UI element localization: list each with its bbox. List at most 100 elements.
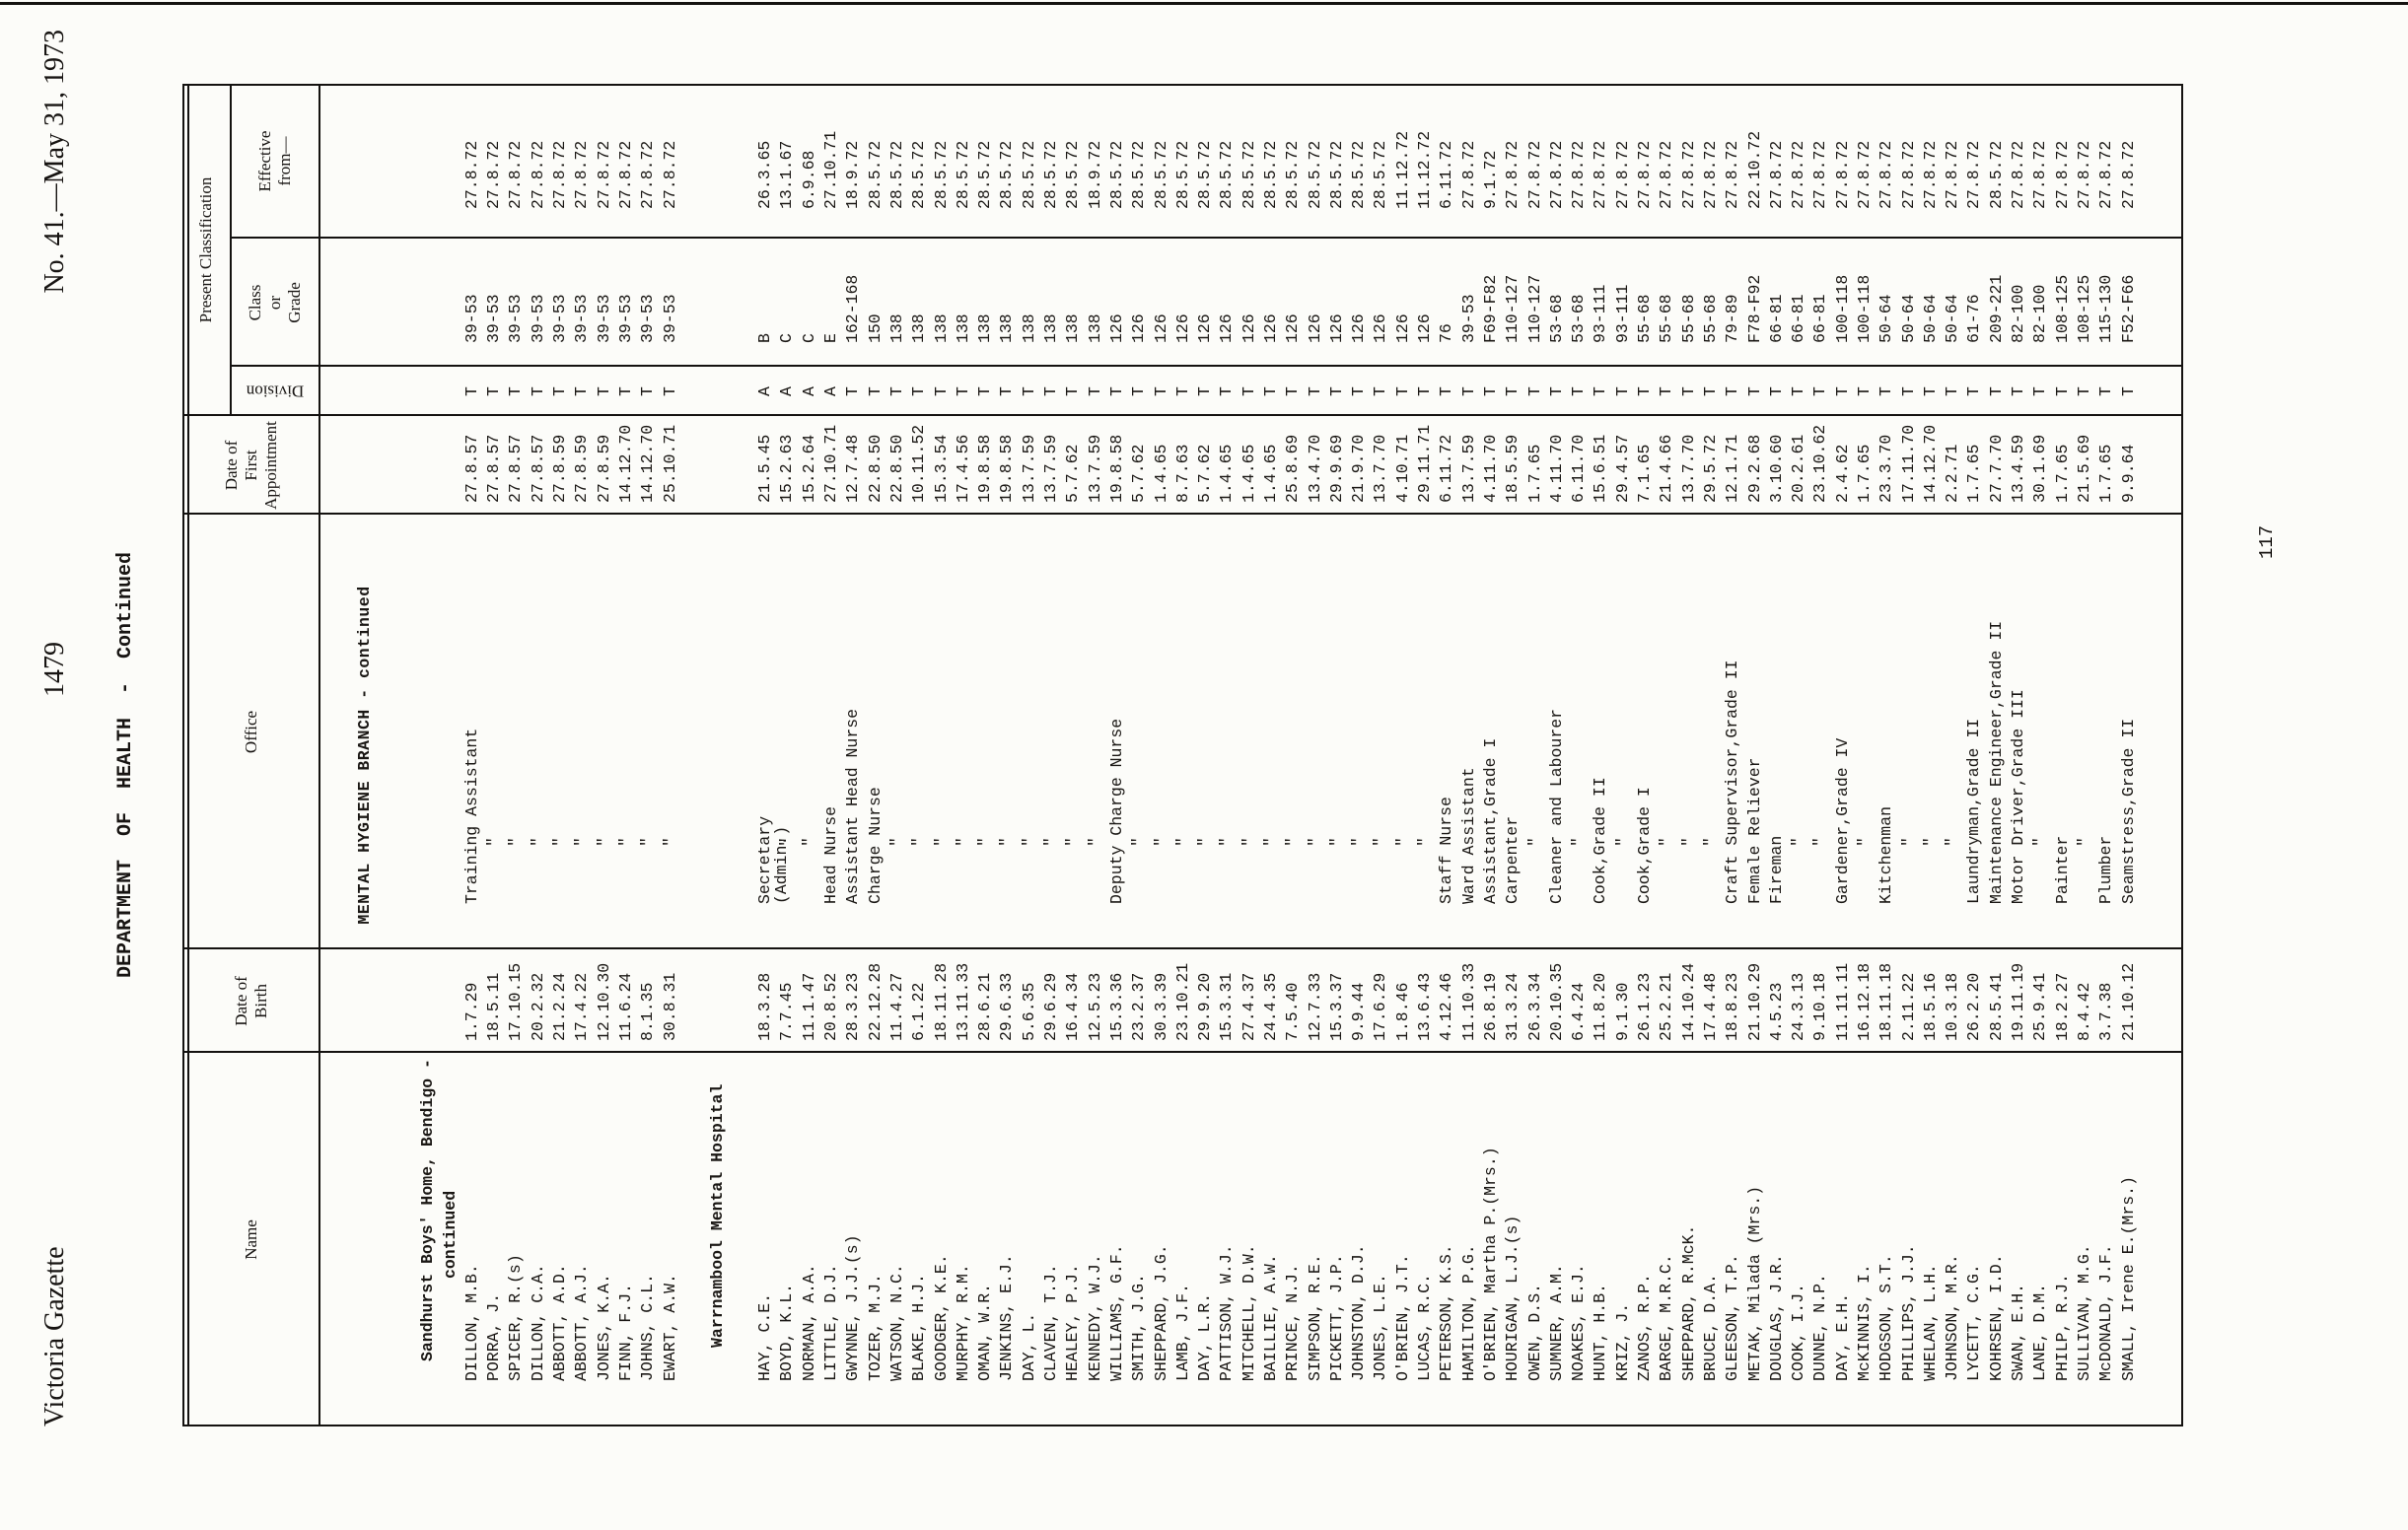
staff-row: BAILLIE, A.W. 24.4.35 " 1.4.65 T 126 28.5.72 [1260, 84, 1282, 1426]
cell-division: T [594, 386, 613, 396]
staff-row: McKINNIS, I. 16.12.18 " 1.7.65 T 100-118 27.8.… [1854, 84, 1876, 1426]
cell-name: JOHNSTON, D.J. [1349, 1244, 1369, 1381]
cell-date-of-birth: 9.9.44 [1349, 982, 1369, 1041]
header-name: Name [242, 1219, 260, 1260]
cell-first-appointment: 5.7.62 [1129, 444, 1149, 503]
staff-row: KRIZ, J. 9.1.30 " 29.4.57 T 93-111 27.8.72 [1612, 84, 1634, 1426]
cell-name: OMAN, W.R. [975, 1283, 995, 1381]
cell-effective-from: 28.5.72 [1195, 140, 1215, 209]
cell-name: DAY, L. [1019, 1312, 1038, 1381]
cell-first-appointment: 14.12.70 [615, 424, 635, 503]
cell-office: Laundryman,Grade II [1964, 718, 1984, 904]
cell-first-appointment: 12.7.48 [843, 434, 863, 503]
header-present-classification: Present Classification [196, 176, 215, 323]
cell-name: NORMAN, A.A. [799, 1264, 818, 1381]
cell-first-appointment: 15.3.54 [931, 434, 951, 503]
cell-name: SULLIVAN, M.G. [2074, 1244, 2093, 1381]
header-division: Division [246, 382, 305, 401]
cell-effective-from: 27.8.72 [1964, 140, 1984, 209]
cell-first-appointment: 1.7.65 [1855, 444, 1874, 503]
cell-effective-from: 11.12.72 [1392, 130, 1412, 209]
cell-first-appointment: 27.8.57 [484, 434, 504, 503]
cell-name: DUNNE, N.P. [1810, 1274, 1830, 1381]
cell-name: JONES, K.A. [594, 1274, 613, 1381]
staff-row: WILLIAMS, G.F. 15.3.36 Deputy Charge Nurse… [1106, 84, 1128, 1426]
staff-row: SULLIVAN, M.G. 8.4.42 " 21.5.69 T 108-125 27.8… [2074, 84, 2095, 1426]
staff-row: GWYNNE, J.J.(s) 28.3.23 Assistant Head Nur… [842, 84, 864, 1426]
cell-division: T [506, 386, 526, 396]
cell-first-appointment: 13.7.70 [1371, 434, 1390, 503]
cell-name: SIMPSON, R.E. [1305, 1254, 1324, 1381]
table-rows-area: MENTAL HYGIENE BRANCH - continued Sandhu… [320, 84, 2140, 1426]
cell-effective-from: 28.5.72 [1349, 140, 1369, 209]
cell-effective-from: 27.8.72 [572, 140, 592, 209]
cell-name: BRUCE, D.A. [1700, 1274, 1720, 1381]
cell-division: T [1041, 386, 1061, 396]
staff-row: JONES, K.A. 12.10.30 " 27.8.59 T 39-53 27.8.72 [594, 84, 615, 1426]
cell-date-of-birth: 11.1.47 [799, 972, 818, 1041]
cell-first-appointment: 13.4.70 [1305, 434, 1324, 503]
cell-date-of-birth: 17.10.15 [506, 962, 526, 1041]
cell-effective-from: 28.5.72 [1106, 140, 1126, 209]
page-title: DEPARTMENT OF HEALTH - Continued [114, 551, 137, 979]
masthead-page-number: 1479 [39, 642, 70, 697]
cell-name: PHILP, R.J. [2052, 1274, 2072, 1381]
cell-date-of-birth: 5.6.35 [1019, 982, 1038, 1041]
cell-division: T [2009, 386, 2028, 396]
cell-effective-from: 28.5.72 [909, 140, 929, 209]
cell-first-appointment: 4.11.70 [1480, 434, 1500, 503]
cell-effective-from: 28.5.72 [1986, 140, 2006, 209]
staff-row: SIMPSON, R.E. 12.7.33 " 13.4.70 T 126 28.5.72 [1305, 84, 1326, 1426]
cell-effective-from: 27.8.72 [594, 140, 613, 209]
cell-division: T [1085, 386, 1104, 396]
cell-name: BLAKE, H.J. [909, 1274, 929, 1381]
staff-row: JONES, L.E. 17.6.29 " 13.7.70 T 126 28.5.72 [1370, 84, 1391, 1426]
cell-name: SHEPPARD, J.G. [1151, 1244, 1170, 1381]
cell-office: Gardener,Grade IV [1832, 737, 1852, 904]
cell-effective-from: 27.8.72 [484, 140, 504, 209]
cell-first-appointment: 2.2.71 [1943, 444, 1962, 503]
staff-row: HAMILTON, P.G. 11.10.33 Ward Assistant 13.7… [1458, 84, 1480, 1426]
cell-date-of-birth: 8.4.42 [2074, 982, 2093, 1041]
staff-row: ABBOTT, A.D. 21.2.24 " 27.8.59 T 39-53 27.8.72 [549, 84, 571, 1426]
staff-row: LYCETT, C.G. 26.2.20 Laundryman,Grade II 1.… [1963, 84, 1985, 1426]
cell-division: T [1744, 386, 1764, 396]
cell-name: METAK, Milada (Mrs.) [1744, 1185, 1764, 1381]
cell-effective-from: 9.1.72 [1480, 150, 1500, 209]
table-header: Name Date of Birth Office Date of First … [182, 84, 320, 1426]
cell-name: LITTLE, D.J. [821, 1264, 841, 1381]
cell-effective-from: 27.8.72 [1810, 140, 1830, 209]
cell-division: T [1855, 386, 1874, 396]
staff-row: LAMB, J.F. 23.10.21 " 8.7.63 T 126 28.5.72 [1172, 84, 1194, 1426]
staff-row: PATTISON, W.J. 15.3.31 " 1.4.65 T 126 28.5.72 [1216, 84, 1238, 1426]
cell-name: HOURIGAN, L.J.(s) [1503, 1215, 1523, 1381]
cell-name: CLAVEN, T.J. [1041, 1264, 1061, 1381]
cell-name: TOZER, M.J. [865, 1274, 885, 1381]
staff-row: O'BRIEN, Martha P.(Mrs.) 26.8.19 Assistant… [1480, 84, 1502, 1426]
header-date-of-birth: Date of Birth [232, 976, 270, 1026]
staff-row: SWAN, E.H. 19.11.19 Motor Driver,Grade III… [2008, 84, 2029, 1426]
cell-first-appointment: 7.1.65 [1635, 444, 1655, 503]
cell-date-of-birth: 7.5.40 [1283, 982, 1303, 1041]
cell-name: HUNT, H.B. [1591, 1283, 1610, 1381]
cell-division: T [1635, 386, 1655, 396]
staff-row: DAY, E.H. 11.11.11 Gardener,Grade IV 2.4.62… [1832, 84, 1854, 1426]
cell-date-of-birth: 31.3.24 [1503, 972, 1523, 1041]
cell-effective-from: 28.5.72 [1172, 140, 1192, 209]
cell-office: Deputy Charge Nurse [1106, 718, 1126, 904]
cell-date-of-birth: 7.7.45 [777, 982, 797, 1041]
cell-first-appointment: 27.7.70 [1986, 434, 2006, 503]
cell-division: T [2030, 386, 2050, 396]
staff-row: HODGSON, S.T. 18.11.18 Kitchenman 23.3.70 T 5… [1876, 84, 1897, 1426]
staff-row: JOHNS, C.L. 8.1.35 " 14.12.70 T 39-53 27.8.72 [637, 84, 659, 1426]
table-bottom-rule [2181, 84, 2183, 1426]
cell-division: T [1986, 386, 2006, 396]
cell-date-of-birth: 13.11.33 [953, 962, 972, 1041]
cell-first-appointment: 14.12.70 [638, 424, 658, 503]
cell-division: T [1789, 386, 1808, 396]
cell-effective-from: 28.5.72 [1283, 140, 1303, 209]
cell-date-of-birth: 18.2.27 [2052, 972, 2072, 1041]
cell-effective-from: 28.5.72 [997, 140, 1017, 209]
cell-date-of-birth: 17.6.29 [1371, 972, 1390, 1041]
header-office: Office [242, 710, 260, 754]
